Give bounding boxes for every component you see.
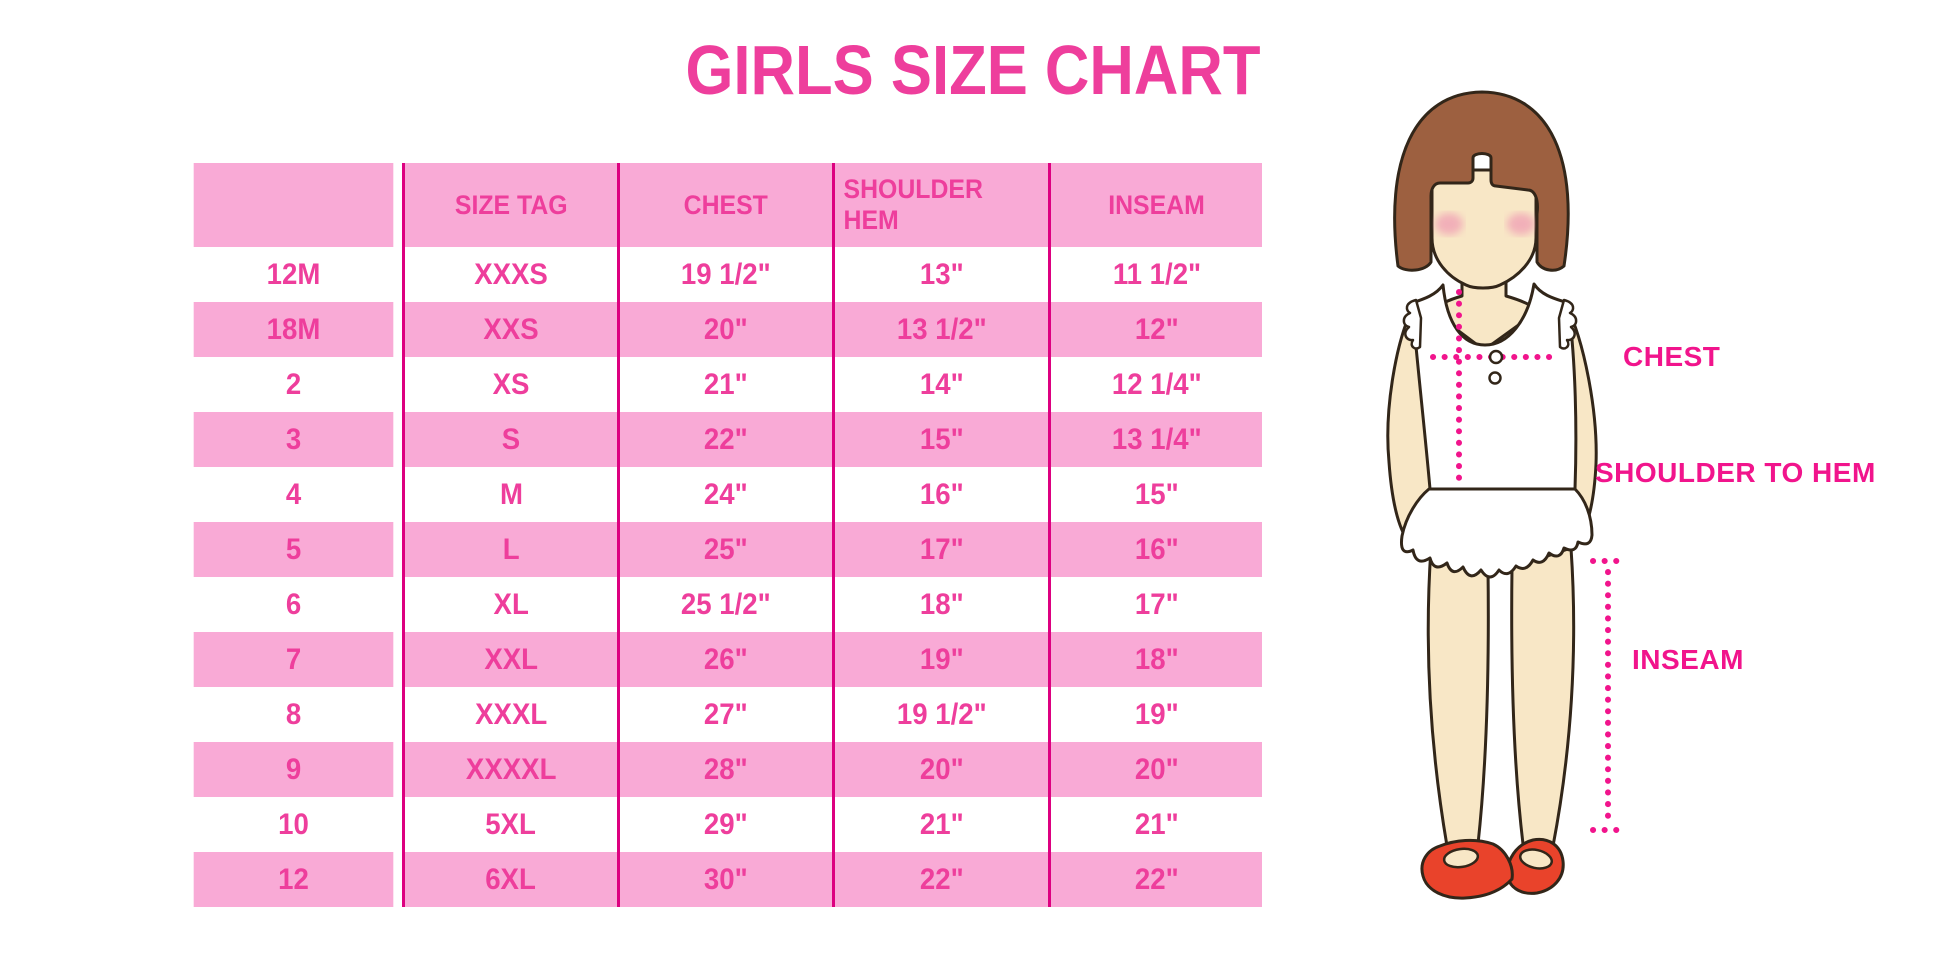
value-cell: XXXS: [402, 247, 617, 302]
value-cell: XXL: [402, 632, 617, 687]
size-cell: 6: [285, 587, 302, 621]
size-cell: 4: [285, 477, 302, 511]
value-cell: 27": [617, 687, 832, 742]
girl-left-sleeve-ruffle: [1402, 298, 1423, 350]
header-cell: [193, 163, 394, 247]
value-cell: 21": [1048, 797, 1262, 852]
size-cell: 5: [193, 522, 394, 577]
value-cell: 16": [1048, 522, 1262, 577]
header-cell: SIZE TAG: [402, 163, 617, 247]
value-cell: 18": [832, 577, 1048, 632]
value-cell: 13 1/4": [1048, 412, 1262, 467]
value-cell: 6XL: [402, 852, 617, 907]
chest-label: CHEST: [1623, 341, 1721, 372]
size-cell: 8: [285, 697, 302, 731]
value-cell: 15": [1048, 467, 1262, 522]
value-cell: XS: [402, 357, 617, 412]
value-cell: 29": [617, 797, 832, 852]
value-cell: 21": [617, 357, 832, 412]
size-chart-table: SIZE TAG CHEST SHOULDER HEM INSEAM 12M XXXS 19…: [185, 163, 1262, 907]
value-cell: 25 1/2": [617, 577, 832, 632]
size-cell: 9: [193, 742, 394, 797]
value-cell: 14": [832, 357, 1048, 412]
girl-left-leg: [1426, 546, 1490, 856]
value-cell: 13": [832, 247, 1048, 302]
girl-measurement-illustration: [1386, 90, 1627, 900]
value-cell: 22": [832, 852, 1048, 907]
value-cell: 12 1/4": [1048, 357, 1262, 412]
value-cell: XL: [402, 577, 617, 632]
shirt-button-top: [1488, 349, 1504, 365]
shirt-button-bottom: [1488, 371, 1502, 385]
value-cell: 17": [832, 522, 1048, 577]
size-cell: 2: [285, 367, 302, 401]
size-cell: 12M: [266, 257, 321, 291]
value-cell: 25": [617, 522, 832, 577]
value-cell: 24": [617, 467, 832, 522]
value-cell: XXXXL: [402, 742, 617, 797]
value-cell: 19": [1048, 687, 1262, 742]
value-cell: 16": [832, 467, 1048, 522]
value-cell: 20": [617, 302, 832, 357]
girl-shirt: [1410, 282, 1578, 491]
size-cell: 18M: [193, 302, 394, 357]
size-cell: 10: [278, 807, 309, 841]
value-cell: 20": [832, 742, 1048, 797]
value-cell: 30": [617, 852, 832, 907]
value-cell: L: [402, 522, 617, 577]
value-cell: 18": [1048, 632, 1262, 687]
girl-shoes: [1420, 837, 1565, 900]
value-cell: 15": [832, 412, 1048, 467]
girl-left-blush: [1435, 213, 1463, 235]
header-cell: SHOULDER HEM: [832, 163, 1048, 247]
size-cell: 12: [193, 852, 394, 907]
value-cell: XXS: [402, 302, 617, 357]
value-cell: S: [402, 412, 617, 467]
girl-hair: [1393, 90, 1570, 272]
value-cell: XXXL: [402, 687, 617, 742]
size-cell: 7: [193, 632, 394, 687]
page-title: GIRLS SIZE CHART: [685, 31, 1261, 109]
value-cell: M: [402, 467, 617, 522]
girl-face: [1430, 168, 1538, 290]
value-cell: 26": [617, 632, 832, 687]
value-cell: 28": [617, 742, 832, 797]
value-cell: 20": [1048, 742, 1262, 797]
value-cell: 19": [832, 632, 1048, 687]
value-cell: 19 1/2": [617, 247, 832, 302]
value-cell: 12": [1048, 302, 1262, 357]
size-cell: 3: [193, 412, 394, 467]
value-cell: 22": [1048, 852, 1262, 907]
girl-neck: [1430, 276, 1540, 352]
girl-skirt: [1400, 487, 1594, 579]
inseam-line: [1590, 558, 1627, 833]
girl-right-leg: [1510, 546, 1576, 856]
value-cell: 21": [832, 797, 1048, 852]
inseam-label: INSEAM: [1632, 644, 1744, 675]
value-cell: 13 1/2": [832, 302, 1048, 357]
header-cell: CHEST: [617, 163, 832, 247]
value-cell: 11 1/2": [1048, 247, 1262, 302]
shoulder-to-hem-label: SHOULDER TO HEM: [1595, 457, 1876, 488]
girl-right-sleeve-ruffle: [1557, 298, 1578, 350]
value-cell: 5XL: [402, 797, 617, 852]
header-cell: INSEAM: [1048, 163, 1262, 247]
value-cell: 22": [617, 412, 832, 467]
girl-right-blush: [1507, 213, 1535, 235]
value-cell: 19 1/2": [832, 687, 1048, 742]
value-cell: 17": [1048, 577, 1262, 632]
